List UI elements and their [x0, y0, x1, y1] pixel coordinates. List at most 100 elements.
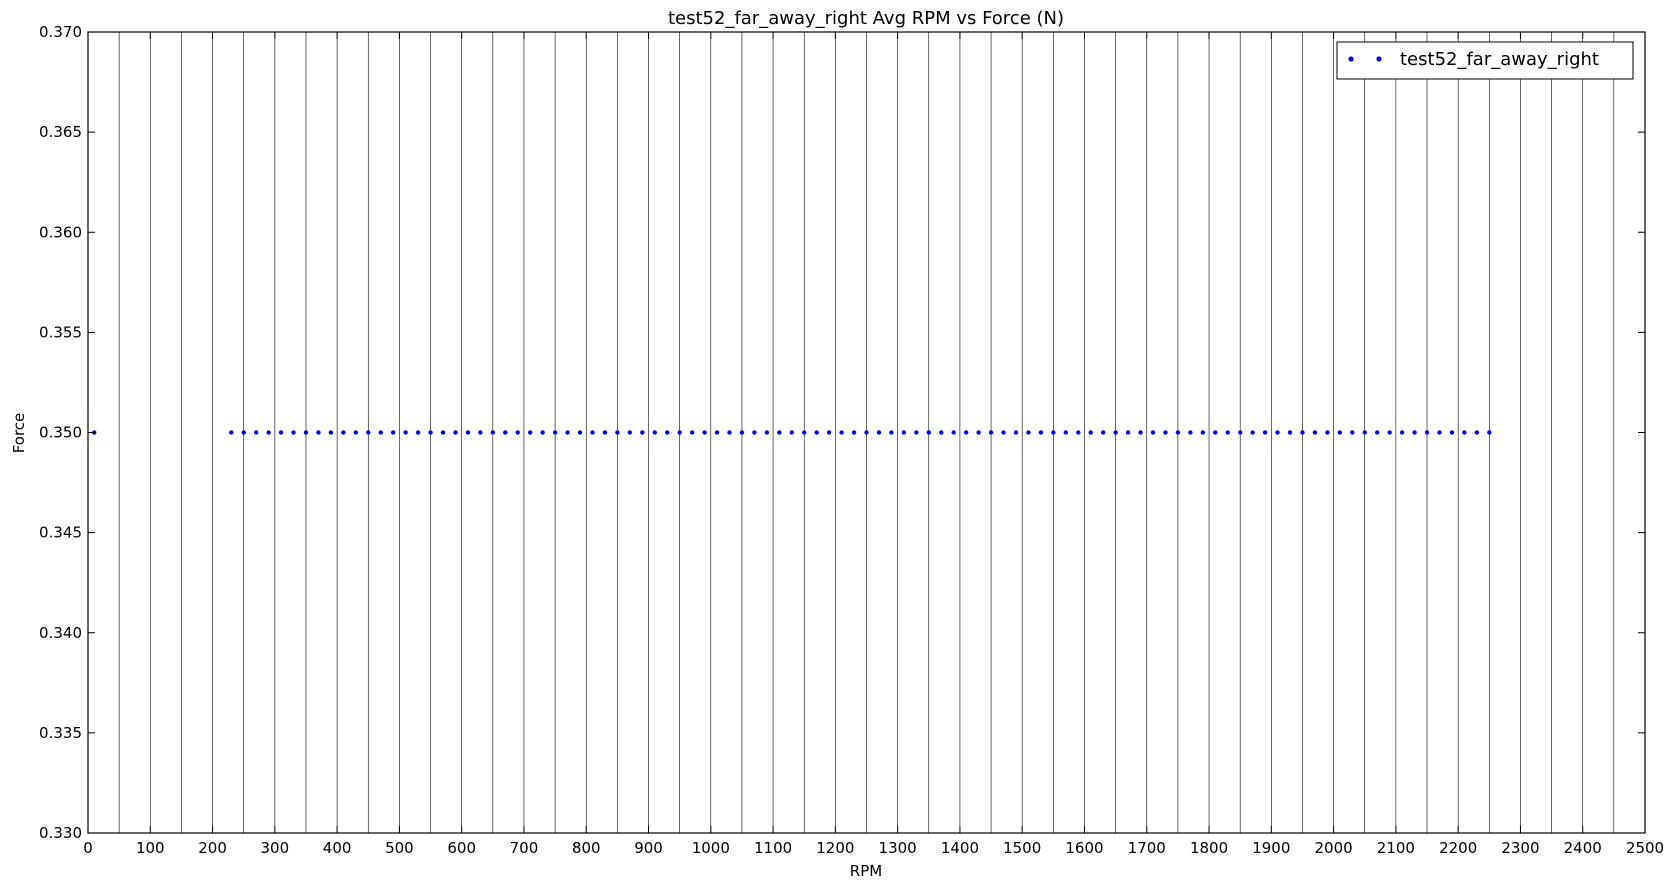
data-point	[428, 430, 433, 435]
data-point	[1188, 430, 1193, 435]
data-point	[1462, 430, 1467, 435]
x-tick-label: 100	[136, 839, 165, 857]
data-point	[390, 430, 396, 435]
data-point	[253, 430, 259, 435]
y-tick-label: 0.335	[39, 724, 82, 742]
x-tick-label: 2000	[1315, 839, 1353, 857]
legend-box	[1336, 41, 1634, 80]
y-axis-label: Force	[10, 413, 28, 454]
data-point	[764, 430, 770, 435]
x-tick-label: 200	[198, 839, 227, 857]
data-point	[1026, 430, 1031, 435]
y-tick-label: 0.340	[39, 624, 82, 642]
points-layer	[92, 430, 1492, 435]
data-point	[1113, 430, 1118, 435]
data-point	[1350, 430, 1355, 435]
x-tick-label: 1300	[879, 839, 917, 857]
data-point	[814, 430, 819, 435]
x-tick-label: 500	[385, 839, 414, 857]
x-tick-label: 1500	[1003, 839, 1041, 857]
data-point	[615, 430, 620, 435]
y-axis: 0.330 0.335 0.340 0.345 0.350 0.355 0.360 0.365…	[39, 23, 1645, 842]
x-tick-label: 2200	[1439, 839, 1477, 857]
data-point	[1038, 430, 1044, 435]
data-point	[864, 430, 869, 435]
legend-marker	[1348, 56, 1354, 62]
data-point	[826, 430, 832, 435]
y-tick-label: 0.365	[39, 123, 82, 141]
data-point	[926, 430, 931, 435]
data-point	[1287, 430, 1293, 435]
data-point	[677, 430, 682, 435]
y-tick-label: 0.350	[39, 424, 82, 442]
data-point	[901, 430, 907, 435]
data-point	[403, 430, 408, 435]
y-tick-label: 0.355	[39, 323, 82, 341]
x-tick-label: 2400	[1564, 839, 1602, 857]
x-tick-label: 700	[510, 839, 539, 857]
data-point	[876, 430, 882, 435]
x-tick-label: 1900	[1252, 839, 1290, 857]
data-point	[366, 430, 371, 435]
y-tick-label: 0.345	[39, 524, 82, 542]
data-point	[1175, 430, 1181, 435]
data-point	[839, 430, 844, 435]
data-point	[1200, 430, 1206, 435]
data-point	[1399, 430, 1405, 435]
legend-label: test52_far_away_right	[1400, 49, 1599, 70]
data-point	[689, 430, 695, 435]
data-point	[1387, 430, 1392, 435]
data-point	[739, 430, 745, 435]
data-point	[1424, 430, 1430, 435]
data-point	[353, 430, 359, 435]
data-point	[1100, 430, 1106, 435]
x-axis-label: RPM	[850, 862, 882, 880]
x-tick-label: 600	[447, 839, 476, 857]
data-point	[789, 430, 794, 435]
chart-title: test52_far_away_right Avg RPM vs Force (…	[668, 8, 1064, 29]
data-point	[316, 430, 321, 435]
data-point	[777, 430, 782, 435]
data-point	[1225, 430, 1230, 435]
data-point	[1487, 430, 1492, 435]
data-point	[1237, 430, 1243, 435]
y-tick-label: 0.330	[39, 824, 82, 842]
data-point	[291, 430, 296, 435]
data-point	[665, 430, 670, 435]
data-point	[1250, 430, 1255, 435]
x-axis: 0 100 200 300 400 500 600 700 800 900 1000 1100 1200…	[83, 32, 1664, 857]
x-tick-label: 0	[83, 839, 93, 857]
data-point	[278, 430, 284, 435]
data-point	[627, 430, 633, 435]
data-point	[552, 430, 558, 435]
data-point	[1325, 430, 1330, 435]
data-point	[440, 430, 446, 435]
data-point	[1051, 430, 1056, 435]
data-point	[752, 430, 757, 435]
data-point	[1449, 430, 1455, 435]
data-point	[341, 430, 346, 435]
x-tick-label: 1000	[692, 839, 730, 857]
data-point	[951, 430, 956, 435]
x-tick-label: 2500	[1626, 839, 1664, 857]
data-point	[702, 430, 707, 435]
data-point	[1312, 430, 1318, 435]
data-point	[1076, 430, 1081, 435]
data-point	[1138, 430, 1143, 435]
data-point	[1150, 430, 1156, 435]
data-point	[527, 430, 533, 435]
data-point	[540, 430, 545, 435]
grid-layer	[118, 32, 1615, 833]
data-point	[939, 430, 944, 435]
data-point	[602, 430, 608, 435]
x-tick-label: 800	[572, 839, 601, 857]
x-tick-label: 300	[261, 839, 290, 857]
data-point	[490, 430, 496, 435]
x-tick-label: 1400	[941, 839, 979, 857]
y-tick-label: 0.360	[39, 223, 82, 241]
data-point	[963, 430, 969, 435]
data-point	[515, 430, 520, 435]
data-point	[1374, 430, 1380, 435]
legend-marker	[1376, 56, 1382, 62]
